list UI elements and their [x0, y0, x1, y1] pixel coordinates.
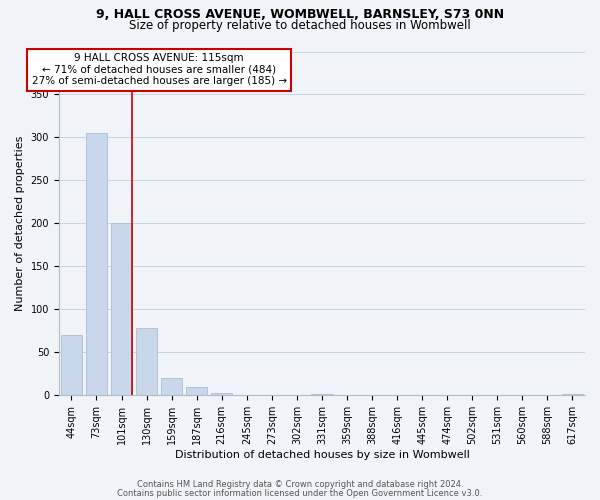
- Bar: [311, 394, 332, 396]
- Bar: [86, 133, 107, 396]
- Y-axis label: Number of detached properties: Number of detached properties: [15, 136, 25, 311]
- Bar: [186, 387, 208, 396]
- X-axis label: Distribution of detached houses by size in Wombwell: Distribution of detached houses by size …: [175, 450, 469, 460]
- Text: Contains HM Land Registry data © Crown copyright and database right 2024.: Contains HM Land Registry data © Crown c…: [137, 480, 463, 489]
- Bar: [111, 224, 132, 396]
- Bar: [211, 393, 232, 396]
- Bar: [61, 335, 82, 396]
- Bar: [161, 378, 182, 396]
- Text: 9, HALL CROSS AVENUE, WOMBWELL, BARNSLEY, S73 0NN: 9, HALL CROSS AVENUE, WOMBWELL, BARNSLEY…: [96, 8, 504, 20]
- Bar: [562, 394, 583, 396]
- Text: Contains public sector information licensed under the Open Government Licence v3: Contains public sector information licen…: [118, 488, 482, 498]
- Text: 9 HALL CROSS AVENUE: 115sqm
← 71% of detached houses are smaller (484)
27% of se: 9 HALL CROSS AVENUE: 115sqm ← 71% of det…: [32, 53, 287, 86]
- Text: Size of property relative to detached houses in Wombwell: Size of property relative to detached ho…: [129, 18, 471, 32]
- Bar: [136, 328, 157, 396]
